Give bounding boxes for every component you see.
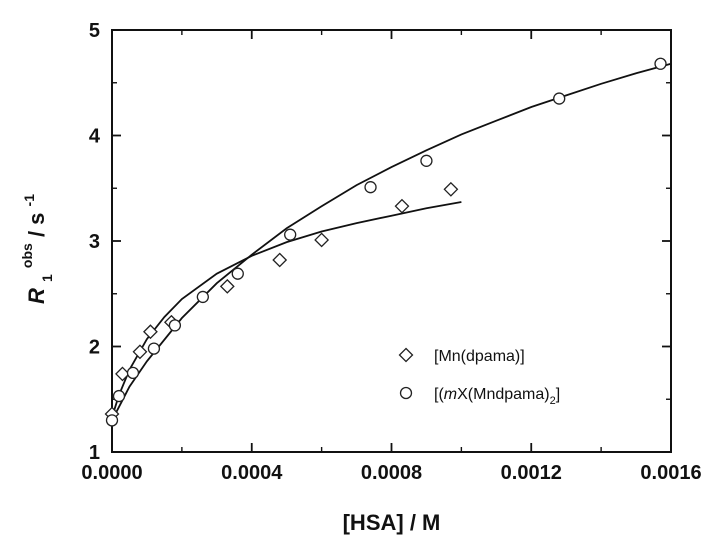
- data-point-diamond: [219, 278, 235, 294]
- x-tick-label: 0.0016: [640, 462, 701, 484]
- svg-text:R 1 obs / s: R 1 obs / s -1: [12, 194, 57, 304]
- data-point-diamond: [272, 252, 288, 268]
- data-point-diamond: [132, 344, 148, 360]
- tick-labels: 0.0000 0.0004 0.0008 0.0012 0.0016 1 2 3 4 5: [81, 20, 701, 484]
- data-point-circle: [420, 154, 433, 167]
- data-point-diamond: [115, 366, 130, 382]
- data-point-circle: [147, 342, 161, 355]
- data-point-diamond: [143, 324, 158, 340]
- legend-label-mx-mndpama: [(mX(Mndpama)2]: [434, 386, 560, 407]
- legend-circle-marker: [399, 386, 413, 400]
- y-tick-label: 1: [89, 442, 100, 464]
- data-point-circle: [112, 389, 126, 403]
- y-tick-label: 4: [89, 126, 101, 148]
- y-tick-label: 5: [89, 20, 100, 42]
- data-point-diamond: [394, 198, 410, 214]
- data-point-circle: [231, 267, 244, 280]
- data-points: [104, 57, 667, 427]
- y-axis-title-superscript: obs: [19, 243, 35, 268]
- fit-curve-mn-dpama: [111, 201, 462, 418]
- y-axis-title-unit: / s: [24, 213, 49, 237]
- data-point-circle: [364, 181, 377, 194]
- data-point-diamond: [314, 232, 330, 248]
- y-axis-title-subscript: 1: [39, 274, 55, 282]
- data-point-circle: [284, 228, 297, 241]
- y-tick-label: 3: [89, 231, 100, 253]
- legend-item-diamond: [Mn(dpama)]: [398, 347, 525, 365]
- legend-diamond-marker: [398, 347, 414, 363]
- plot-area: [111, 29, 672, 453]
- data-point-circle: [553, 92, 566, 105]
- data-point-circle: [196, 290, 209, 304]
- x-tick-label: 0.0008: [361, 462, 422, 484]
- data-point-circle: [654, 57, 667, 70]
- data-point-circle: [105, 414, 119, 427]
- data-point-circle: [126, 366, 140, 380]
- fit-curve-mx-mndpama: [111, 62, 672, 421]
- plot-frame: [111, 29, 672, 453]
- y-tick-label: 2: [89, 337, 100, 359]
- data-point-diamond: [443, 181, 459, 197]
- x-axis-title: [HSA] / M: [343, 510, 441, 535]
- fit-curves: [111, 62, 672, 421]
- legend-item-circle: [(mX(Mndpama)2]: [399, 386, 560, 407]
- x-tick-label: 0.0012: [501, 462, 562, 484]
- x-tick-label: 0.0000: [81, 462, 142, 484]
- data-point-circle: [168, 319, 182, 332]
- legend-label-mn-dpama: [Mn(dpama)]: [434, 348, 525, 365]
- y-axis-title: R 1 obs / s -1: [12, 194, 57, 304]
- legend: [Mn(dpama)] [(mX(Mndpama)2]: [398, 347, 560, 407]
- x-tick-label: 0.0004: [221, 462, 283, 484]
- y-axis-title-main: R: [24, 288, 49, 304]
- axis-ticks: [111, 29, 672, 453]
- y-axis-title-unit-superscript: -1: [21, 194, 37, 207]
